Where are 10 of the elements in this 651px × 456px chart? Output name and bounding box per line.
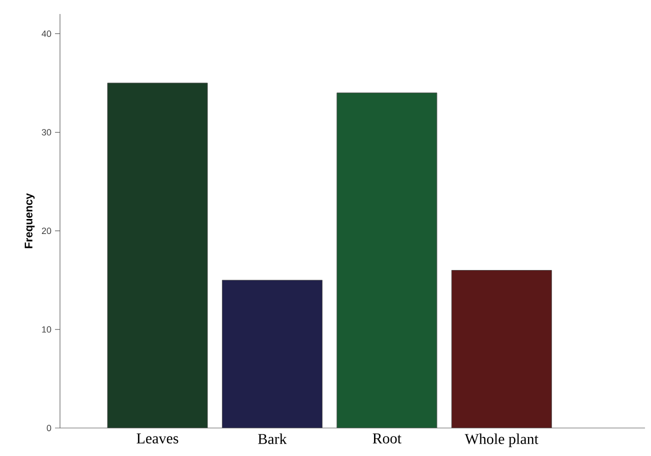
x-tick-label: Bark [258, 434, 287, 444]
y-axis-title: Frequency [24, 193, 35, 248]
x-tick-label: Root [372, 434, 402, 444]
y-tick-label: 10 [42, 326, 52, 333]
x-tick-label: Whole plant [464, 434, 538, 448]
y-tick-label: 40 [42, 30, 52, 37]
y-tick-label: 30 [42, 129, 52, 136]
x-tick-label: Leaves [136, 434, 178, 444]
y-tick-label: 0 [46, 424, 52, 432]
y-tick-label: 20 [42, 228, 52, 234]
